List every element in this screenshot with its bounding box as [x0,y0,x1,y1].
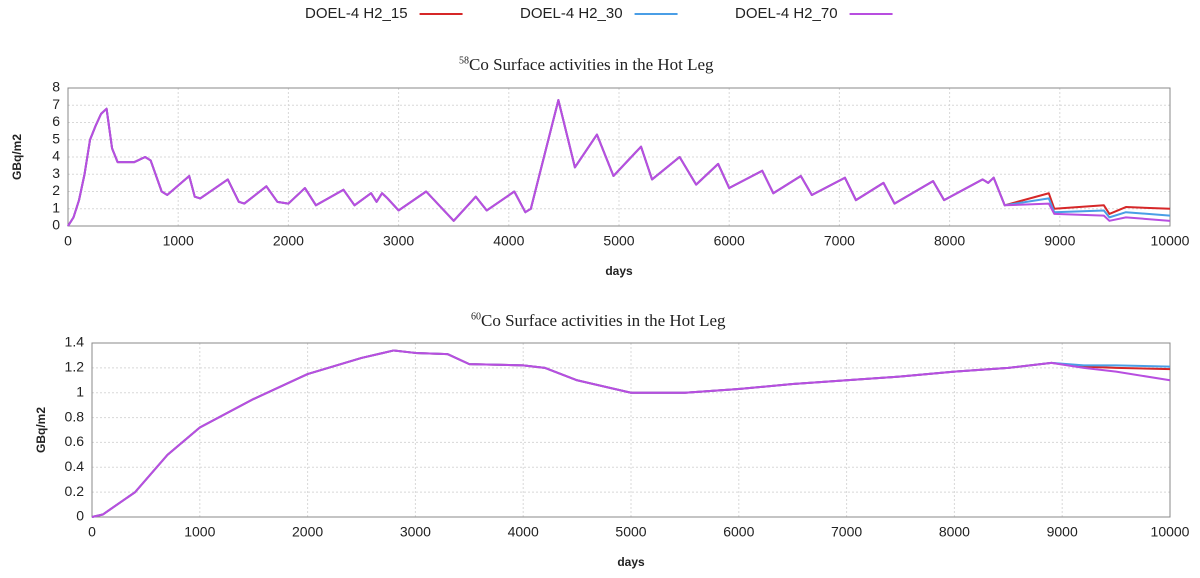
plot-frame [91,342,1171,518]
y-axis-label: GBq/m2 [34,407,48,453]
legend-label: DOEL-4 H2_30 [520,5,623,22]
plot-frame [67,87,1171,227]
x-tick-label: 8000 [934,233,965,249]
x-axis-label: days [617,555,645,569]
y-tick-label: 2 [52,182,60,198]
y-tick-label: 1.4 [65,334,85,350]
y-tick-label: 0.2 [65,483,85,499]
x-tick-label: 10000 [1151,233,1190,249]
x-tick-label: 10000 [1151,524,1190,540]
x-tick-label: 2000 [273,233,304,249]
y-tick-label: 0.8 [65,408,85,424]
title-isotope: 58 [459,55,469,66]
x-tick-label: 9000 [1044,233,1075,249]
y-tick-label: 6 [52,113,60,129]
data-line [67,99,1171,227]
y-tick-label: 1.2 [65,359,85,375]
legend-label: DOEL-4 H2_70 [735,5,838,22]
x-tick-label: 7000 [831,524,862,540]
x-tick-label: 5000 [615,524,646,540]
chart-title: Co Surface activities in the Hot Leg [481,311,726,330]
y-axis-label: GBq/m2 [10,134,24,180]
y-tick-label: 0.4 [65,458,85,474]
x-tick-label: 6000 [714,233,745,249]
chart-title: Co Surface activities in the Hot Leg [469,55,714,74]
y-tick-label: 8 [52,79,60,95]
x-tick-label: 0 [64,233,72,249]
data-line [67,99,1171,227]
x-tick-label: 5000 [603,233,634,249]
x-tick-label: 1000 [184,524,215,540]
y-tick-label: 4 [52,148,60,164]
x-tick-label: 4000 [493,233,524,249]
x-tick-label: 3000 [400,524,431,540]
y-tick-label: 7 [52,96,60,112]
x-tick-label: 4000 [508,524,539,540]
y-tick-label: 5 [52,130,60,146]
x-tick-label: 3000 [383,233,414,249]
legend-label: DOEL-4 H2_15 [305,5,408,22]
x-tick-label: 7000 [824,233,855,249]
title-isotope: 60 [471,311,481,322]
x-tick-label: 6000 [723,524,754,540]
y-tick-label: 1 [52,199,60,215]
data-line [67,99,1171,227]
y-tick-label: 0 [76,508,84,524]
x-tick-label: 1000 [163,233,194,249]
y-tick-label: 0.6 [65,433,85,449]
y-tick-label: 0 [52,217,60,233]
x-tick-label: 8000 [939,524,970,540]
data-line [91,349,1171,518]
x-tick-label: 2000 [292,524,323,540]
y-tick-label: 3 [52,165,60,181]
x-tick-label: 9000 [1047,524,1078,540]
x-axis-label: days [605,264,633,278]
y-tick-label: 1 [76,383,84,399]
x-tick-label: 0 [88,524,96,540]
